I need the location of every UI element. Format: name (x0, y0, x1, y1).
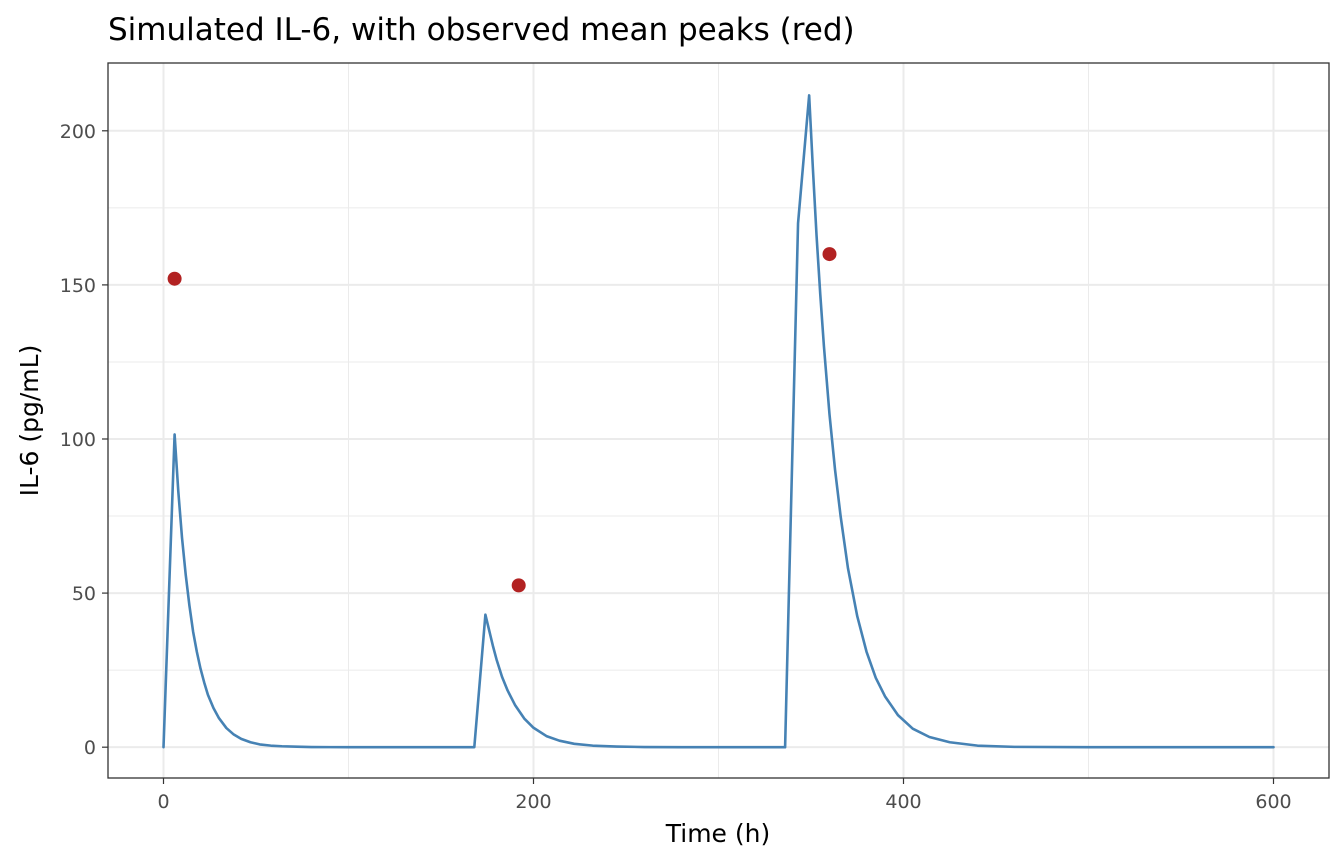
observed-peak-point (511, 578, 526, 593)
x-tick-label: 0 (157, 791, 169, 813)
x-tick-label: 400 (885, 791, 921, 813)
y-tick-label: 50 (72, 583, 96, 605)
y-tick-label: 0 (84, 737, 96, 759)
x-axis-title: Time (h) (665, 819, 770, 848)
x-axis: 0 200 400 600 (157, 778, 1292, 813)
panel-border (107, 62, 1330, 779)
y-axis-title: IL-6 (pg/mL) (15, 345, 44, 497)
y-tick-label: 100 (60, 429, 96, 451)
series-layer (162, 94, 1275, 749)
y-tick-label: 150 (60, 275, 96, 297)
chart-title: Simulated IL-6, with observed mean peaks… (108, 12, 855, 48)
observed-peak-point (167, 271, 182, 286)
x-tick-label: 600 (1255, 791, 1291, 813)
simulated-il6-line (162, 94, 1275, 749)
y-axis: 0 50 100 150 200 (60, 121, 108, 759)
y-tick-label: 200 (60, 121, 96, 143)
observed-peak-point (822, 247, 837, 262)
minor-gridlines (108, 63, 1329, 778)
points-layer (167, 247, 837, 593)
x-tick-label: 200 (515, 791, 551, 813)
